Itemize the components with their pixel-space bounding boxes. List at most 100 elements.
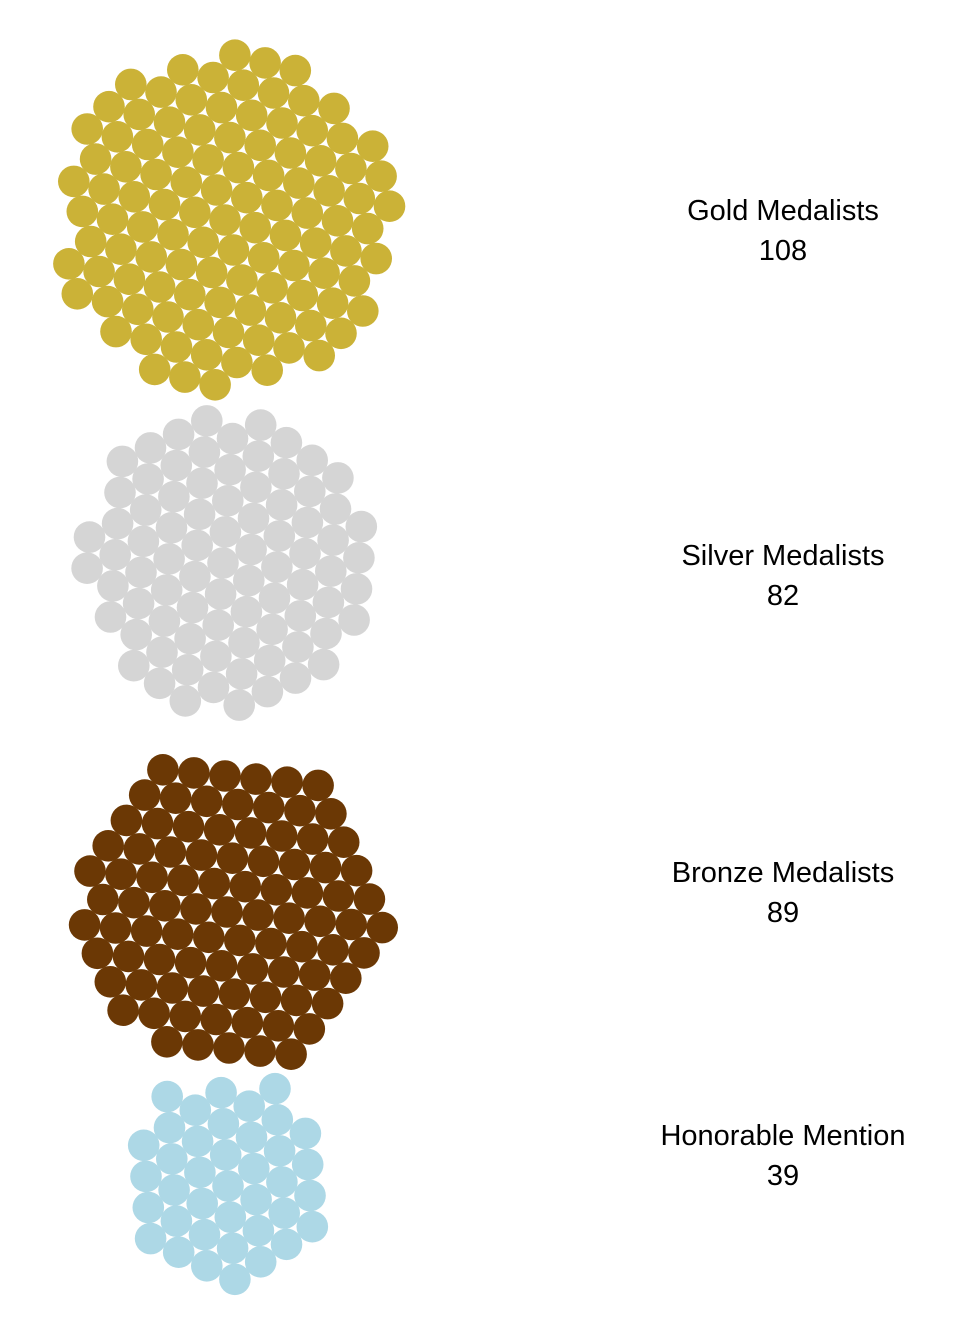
medal-circle [191,405,223,437]
medal-circle [255,927,287,960]
medal-circle [185,839,218,871]
medal-circle [258,582,291,614]
medal-circle [71,113,103,145]
medal-circle [278,848,311,881]
medal-circle [106,445,139,478]
medal-circle [242,899,274,931]
medal-circle [162,418,195,451]
medal-circle [291,1148,324,1181]
medal-circle [309,851,342,884]
medal-circle [68,909,101,941]
medal-circle [284,600,317,632]
label-honorable-value: 39 [766,1160,800,1192]
medal-circle [221,346,253,379]
medal-circle [122,587,155,620]
medal-circle [217,234,250,266]
medal-circle [231,181,263,214]
medal-circle [299,227,332,259]
medal-circle [273,332,305,364]
medal-circle [231,1006,264,1039]
medal-circle [264,302,297,334]
medal-circle [203,814,236,846]
medal-circle [316,287,349,320]
medal-circle [74,855,106,887]
medal-circle [242,440,275,473]
medal-circle [224,924,256,957]
label-gold-name: Gold Medalists [687,195,879,227]
medal-circle [291,877,324,909]
medal-circle [58,165,90,198]
medal-circle [259,1072,291,1105]
medal-circle [247,845,280,878]
medal-circle [214,453,246,486]
medal-circle [94,966,127,998]
medal-circle [284,794,316,827]
medal-circle [178,757,210,789]
medal-circle [251,354,283,387]
medal-circle [252,791,285,824]
medal-circle [260,874,293,906]
label-bronze: Bronze Medalists 89 [633,853,933,933]
medal-circle [212,1170,244,1202]
medal-circle [237,502,270,535]
medal-circle [327,826,360,858]
medal-circle [94,601,127,633]
label-gold-value: 108 [758,235,808,267]
medal-circle [171,654,204,686]
medal-circle [138,353,171,386]
medal-circle [176,591,209,624]
medal-circle [134,432,167,464]
medal-circle [122,293,154,326]
medal-circle [101,507,134,540]
medal-circle [128,779,161,811]
medal-circle [212,316,245,349]
medal-circle [304,905,336,938]
medal-circle [99,912,132,944]
medal-circle [159,782,192,814]
medal-circle [153,106,186,138]
medal-circle [197,671,230,704]
medal-circle [169,361,201,393]
medal-circle [79,143,112,175]
medal-circle [182,1029,214,1061]
medal-circle [105,233,137,265]
medal-circle [268,1197,301,1229]
medal-circle [234,294,267,326]
medal-circle [249,981,282,1014]
medal-circle [351,212,384,245]
medal-circle [162,1236,195,1268]
medal-circle [188,436,221,468]
medal-circle [209,204,241,236]
medal-circle [236,953,269,985]
medal-circle [160,1205,193,1237]
medal-circle [92,830,124,862]
medal-circle [147,754,179,786]
medal-circle [96,203,129,235]
medal-circle [205,1076,237,1109]
medal-circle [262,1010,295,1042]
medal-circle [183,498,216,531]
medal-circle [268,458,300,490]
medal-circle [347,295,379,327]
label-silver-value: 82 [766,580,800,612]
medal-circle [212,485,244,517]
medal-circle [115,68,147,101]
medal-circle [153,1111,186,1144]
medal-circle [348,937,380,969]
medal-circle [146,636,178,668]
medal-circle [180,893,212,925]
medal-circle [162,136,194,168]
medal-circle [192,144,224,176]
medal-circle [326,122,359,155]
medal-circle [222,151,255,184]
medal-circle [73,521,106,553]
medal-circle [279,54,312,87]
medal-circle [126,211,159,243]
medal-circle [205,950,238,982]
medal-circle [275,1038,307,1070]
medal-circle [136,861,168,894]
medal-circle [209,516,242,548]
medal-circle [53,247,85,280]
medal-circle [207,1108,240,1140]
medal-circle [291,197,324,229]
